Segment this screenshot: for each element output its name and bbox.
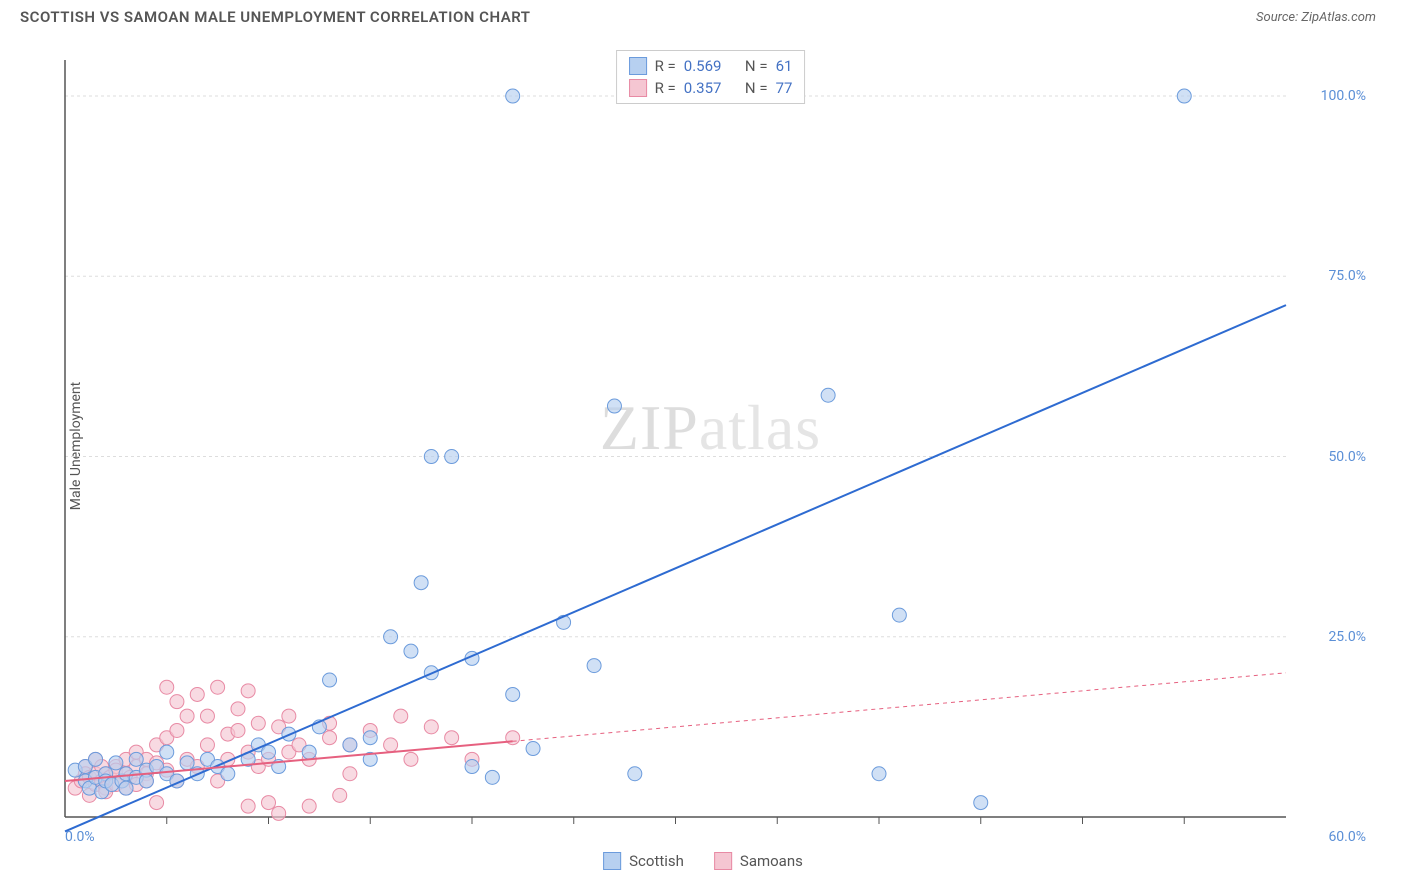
r-label: R = bbox=[655, 57, 676, 75]
y-tick-label: 75.0% bbox=[1328, 268, 1366, 284]
y-tick-label: 50.0% bbox=[1328, 449, 1366, 465]
legend-item: Scottish bbox=[603, 852, 684, 870]
legend-item: Samoans bbox=[714, 852, 803, 870]
legend-swatch bbox=[714, 852, 732, 870]
y-tick-label: 25.0% bbox=[1328, 629, 1366, 645]
n-value: 61 bbox=[776, 57, 793, 75]
y-tick-label: 100.0% bbox=[1321, 88, 1366, 104]
n-label: N = bbox=[745, 79, 768, 97]
source-attribution: Source: ZipAtlas.com bbox=[1256, 10, 1376, 25]
legend-swatch bbox=[629, 57, 647, 75]
legend-bottom: Scottish Samoans bbox=[603, 852, 803, 870]
n-value: 77 bbox=[776, 79, 793, 97]
chart-area: ZIPatlas R = 0.569 N = 61 R = 0.357 N = … bbox=[45, 50, 1376, 837]
legend-label: Scottish bbox=[629, 852, 684, 870]
legend-swatch bbox=[629, 79, 647, 97]
legend-stat-row: R = 0.357 N = 77 bbox=[629, 77, 793, 99]
x-tick-label: 0.0% bbox=[65, 829, 95, 845]
legend-swatch bbox=[603, 852, 621, 870]
r-label: R = bbox=[655, 79, 676, 97]
legend-stats-box: R = 0.569 N = 61 R = 0.357 N = 77 bbox=[616, 50, 806, 104]
legend-label: Samoans bbox=[740, 852, 803, 870]
chart-title: SCOTTISH VS SAMOAN MALE UNEMPLOYMENT COR… bbox=[20, 8, 531, 26]
x-tick-label: 60.0% bbox=[1328, 829, 1366, 845]
r-value: 0.569 bbox=[684, 57, 722, 75]
r-value: 0.357 bbox=[684, 79, 722, 97]
legend-stat-row: R = 0.569 N = 61 bbox=[629, 55, 793, 77]
n-label: N = bbox=[745, 57, 768, 75]
scatter-plot bbox=[45, 50, 1376, 837]
